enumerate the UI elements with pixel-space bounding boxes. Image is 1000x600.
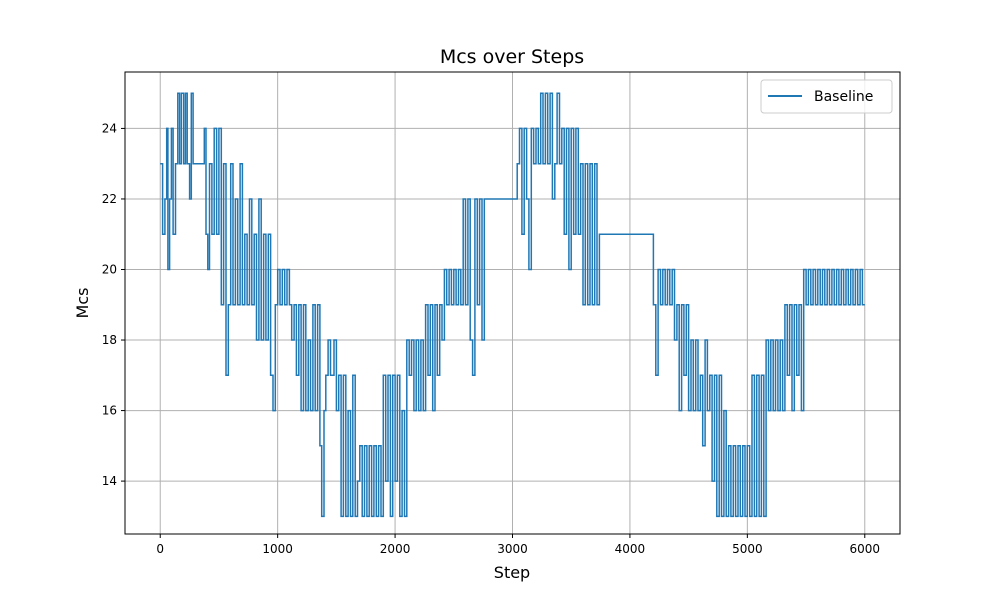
x-tick-label: 2000 [380, 542, 411, 556]
series-line-baseline [160, 92, 865, 518]
y-axis-title: Mcs [73, 288, 92, 319]
x-tick-label: 1000 [262, 542, 293, 556]
x-axis-title: Step [494, 563, 530, 582]
y-tick-label: 20 [102, 262, 117, 276]
ticks: 0 1000 2000 3000 4000 5000 6000 14 16 18 20 22 24 [102, 121, 880, 556]
y-tick-label: 22 [102, 192, 117, 206]
legend: Baseline [760, 79, 893, 114]
y-tick-label: 24 [102, 121, 117, 135]
x-tick-label: 5000 [732, 542, 763, 556]
y-tick-label: 14 [102, 474, 117, 488]
x-tick-label: 6000 [849, 542, 880, 556]
y-tick-label: 16 [102, 404, 117, 418]
series-layer [160, 92, 865, 518]
x-tick-label: 3000 [497, 542, 528, 556]
legend-label-baseline: Baseline [814, 89, 873, 105]
x-tick-label: 4000 [615, 542, 646, 556]
legend-box [760, 79, 893, 114]
y-tick-label: 18 [102, 333, 117, 347]
chart-title: Mcs over Steps [440, 46, 584, 68]
x-tick-label: 0 [156, 542, 164, 556]
